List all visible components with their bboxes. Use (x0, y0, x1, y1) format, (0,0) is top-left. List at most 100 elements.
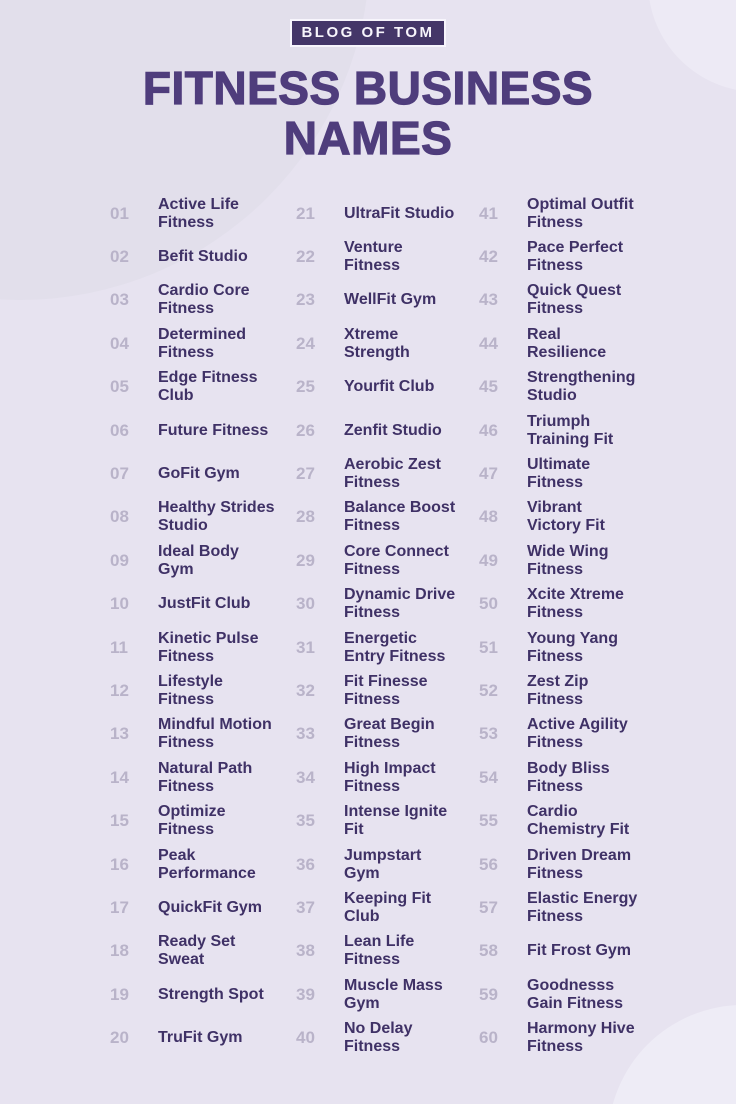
item-number: 30 (296, 594, 315, 614)
item-name: Body Bliss Fitness (527, 759, 610, 795)
item-number: 59 (479, 984, 498, 1004)
item-number: 10 (110, 594, 129, 614)
list-item: 55 Cardio Chemistry Fit (479, 799, 675, 842)
item-number: 20 (110, 1028, 129, 1048)
item-number: 08 (110, 507, 129, 527)
item-name: Lean Life Fitness (344, 933, 415, 969)
item-number: 01 (110, 203, 129, 223)
item-name: Edge Fitness Club (158, 369, 258, 405)
item-number: 53 (479, 724, 498, 744)
item-number: 44 (479, 333, 498, 353)
list-item: 37 Keeping Fit Club (296, 886, 479, 929)
list-item: 40 No Delay Fitness (296, 1016, 479, 1059)
item-name: Driven Dream Fitness (527, 846, 632, 882)
item-number: 60 (479, 1028, 498, 1048)
item-name: Triumph Training Fit (527, 412, 614, 448)
item-number: 35 (296, 811, 315, 831)
item-name: Kinetic Pulse Fitness (158, 629, 259, 665)
item-number: 18 (110, 941, 129, 961)
list-item: 13 Mindful Motion Fitness (110, 713, 296, 756)
item-name: JustFit Club (158, 595, 251, 613)
list-item: 01 Active Life Fitness (110, 192, 296, 235)
item-number: 11 (110, 637, 128, 657)
item-name: Dynamic Drive Fitness (344, 586, 456, 622)
item-name: Harmony Hive Fitness (527, 1020, 635, 1056)
list-item: 29 Core Connect Fitness (296, 539, 479, 582)
item-name: Strength Spot (158, 985, 264, 1003)
item-number: 37 (296, 897, 315, 917)
list-item: 11 Kinetic Pulse Fitness (110, 626, 296, 669)
list-item: 21 UltraFit Studio (296, 192, 479, 235)
page-title: FITNESS BUSINESS NAMES (142, 62, 594, 164)
item-name: Aerobic Zest Fitness (344, 456, 441, 492)
item-name: Determined Fitness (158, 325, 247, 361)
item-name: Cardio Chemistry Fit (527, 803, 630, 839)
item-name: TruFit Gym (158, 1029, 243, 1047)
item-name: No Delay Fitness (344, 1020, 413, 1056)
item-name: Natural Path Fitness (158, 759, 253, 795)
list-item: 33 Great Begin Fitness (296, 713, 479, 756)
list-item: 17 QuickFit Gym (110, 886, 296, 929)
item-name: Keeping Fit Club (344, 889, 432, 925)
item-number: 51 (479, 637, 498, 657)
item-name: Balance Boost Fitness (344, 499, 456, 535)
list-item: 06 Future Fitness (110, 409, 296, 452)
item-number: 49 (479, 550, 498, 570)
item-number: 23 (296, 290, 315, 310)
item-number: 05 (110, 377, 129, 397)
item-number: 24 (296, 333, 315, 353)
item-number: 56 (479, 854, 498, 874)
header: BLOG OF TOM FITNESS BUSINESS NAMES (0, 0, 736, 164)
item-number: 07 (110, 464, 129, 484)
list-item: 16 Peak Performance (110, 843, 296, 886)
item-name: Active Agility Fitness (527, 716, 628, 752)
item-name: Strengthening Studio (527, 369, 636, 405)
list-item: 52 Zest Zip Fitness (479, 669, 675, 712)
list-item: 10 JustFit Club (110, 583, 296, 626)
list-item: 05 Edge Fitness Club (110, 366, 296, 409)
list-item: 15 Optimize Fitness (110, 799, 296, 842)
item-number: 27 (296, 464, 315, 484)
item-name: Muscle Mass Gym (344, 976, 443, 1012)
item-name: Mindful Motion Fitness (158, 716, 272, 752)
list-item: 56 Driven Dream Fitness (479, 843, 675, 886)
list-item: 32 Fit Finesse Fitness (296, 669, 479, 712)
item-name: Vibrant Victory Fit (527, 499, 605, 535)
item-number: 09 (110, 550, 129, 570)
list-item: 27 Aerobic Zest Fitness (296, 452, 479, 495)
item-number: 57 (479, 897, 498, 917)
list-item: 14 Natural Path Fitness (110, 756, 296, 799)
item-name: Quick Quest Fitness (527, 282, 622, 318)
list-item: 02 Befit Studio (110, 235, 296, 278)
list-item: 47 Ultimate Fitness (479, 452, 675, 495)
item-name: GoFit Gym (158, 465, 240, 483)
item-name: Great Begin Fitness (344, 716, 435, 752)
list-item: 36 Jumpstart Gym (296, 843, 479, 886)
item-number: 21 (296, 203, 315, 223)
item-name: Ultimate Fitness (527, 456, 591, 492)
item-name: Elastic Energy Fitness (527, 889, 638, 925)
list-item: 39 Muscle Mass Gym (296, 973, 479, 1016)
list-item: 31 Energetic Entry Fitness (296, 626, 479, 669)
item-number: 15 (110, 811, 129, 831)
item-number: 38 (296, 941, 315, 961)
item-name: Befit Studio (158, 248, 248, 266)
list-item: 24 Xtreme Strength (296, 322, 479, 365)
item-name: WellFit Gym (344, 291, 437, 309)
list-item: 44 Real Resilience (479, 322, 675, 365)
item-number: 26 (296, 420, 315, 440)
item-name: Ready Set Sweat (158, 933, 236, 969)
list-column: 01 Active Life Fitness 02 Befit Studio 03 Car… (110, 192, 296, 1060)
list-item: 08 Healthy Strides Studio (110, 496, 296, 539)
item-number: 55 (479, 811, 498, 831)
item-name: Zest Zip Fitness (527, 672, 589, 708)
item-name: Energetic Entry Fitness (344, 629, 446, 665)
item-number: 52 (479, 680, 498, 700)
business-names-list: 01 Active Life Fitness 02 Befit Studio 03 Car… (110, 192, 675, 1060)
brand-badge: BLOG OF TOM (290, 19, 446, 47)
item-number: 31 (296, 637, 315, 657)
list-item: 19 Strength Spot (110, 973, 296, 1016)
item-name: QuickFit Gym (158, 898, 263, 916)
item-number: 50 (479, 594, 498, 614)
item-name: High Impact Fitness (344, 759, 436, 795)
